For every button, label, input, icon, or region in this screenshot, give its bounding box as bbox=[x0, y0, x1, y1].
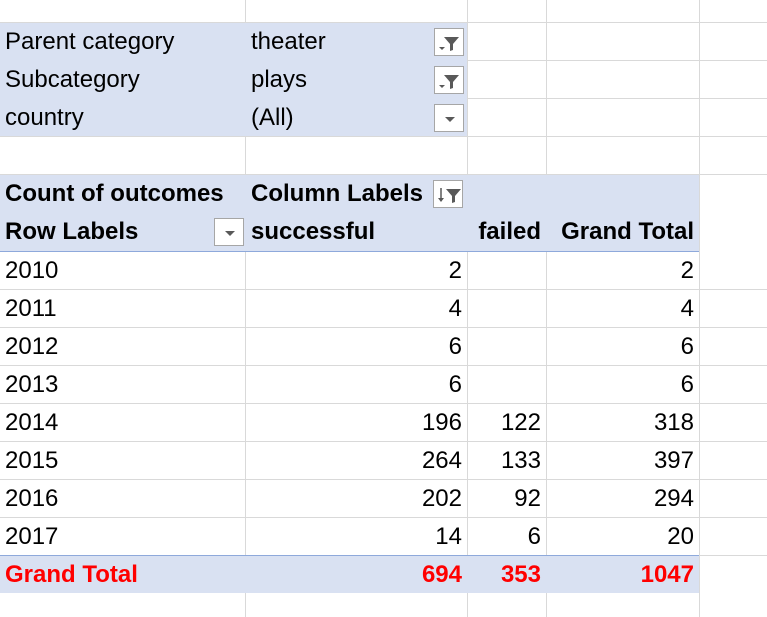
cell-failed bbox=[468, 328, 546, 366]
cell-failed: 122 bbox=[500, 409, 541, 436]
filter-field-value: theater bbox=[251, 28, 326, 55]
cell-failed: 133 bbox=[500, 447, 541, 474]
row-label: 2011 bbox=[5, 295, 57, 322]
gridline bbox=[0, 136, 767, 137]
cell-successful: 264 bbox=[421, 447, 462, 474]
grand-total-top-border bbox=[0, 555, 699, 556]
filter-field-label: country bbox=[5, 104, 84, 131]
filter-dropdown-button[interactable] bbox=[434, 66, 464, 94]
pivot-header-band bbox=[0, 175, 699, 251]
gridline bbox=[0, 22, 767, 23]
column-header-grand-total: Grand Total bbox=[561, 218, 694, 245]
filter-field-value: (All) bbox=[251, 104, 294, 131]
pivot-column-labels: Column Labels bbox=[251, 180, 424, 207]
gridline bbox=[0, 479, 767, 480]
grand-total-label: Grand Total bbox=[5, 561, 138, 588]
chevron-down-icon bbox=[445, 117, 455, 122]
cell-grand-total: 6 bbox=[680, 371, 694, 398]
row-label: 2013 bbox=[5, 371, 59, 398]
gridline bbox=[546, 0, 547, 617]
grand-total-successful: 694 bbox=[421, 561, 462, 588]
cell-successful: 2 bbox=[448, 257, 462, 284]
cell-failed bbox=[468, 252, 546, 290]
row-label: 2010 bbox=[5, 257, 59, 284]
cell-successful: 6 bbox=[448, 371, 462, 398]
row-label: 2016 bbox=[5, 485, 59, 512]
grand-total-band bbox=[0, 555, 699, 593]
gridline bbox=[0, 365, 767, 366]
gridline bbox=[699, 0, 700, 617]
pivot-row-labels: Row Labels bbox=[5, 218, 139, 245]
gridline bbox=[0, 174, 767, 175]
filter-applied-icon bbox=[439, 37, 459, 51]
column-header-successful: successful bbox=[251, 218, 376, 245]
header-bottom-border bbox=[0, 251, 699, 252]
sort-filter-icon bbox=[438, 188, 461, 203]
filter-dropdown-button[interactable] bbox=[434, 104, 464, 132]
pivot-data-field: Count of outcomes bbox=[5, 180, 224, 207]
cell-grand-total: 6 bbox=[680, 333, 694, 360]
filter-applied-icon bbox=[439, 75, 459, 89]
cell-successful: 196 bbox=[421, 409, 462, 436]
gridline bbox=[0, 289, 767, 290]
gridline bbox=[0, 327, 767, 328]
filter-field-value: plays bbox=[251, 66, 308, 93]
chevron-down-icon bbox=[225, 231, 235, 236]
gridline bbox=[0, 441, 767, 442]
column-labels-filter-button[interactable] bbox=[433, 180, 463, 208]
grand-total-failed: 353 bbox=[500, 561, 541, 588]
cell-grand-total: 294 bbox=[653, 485, 694, 512]
row-label: 2012 bbox=[5, 333, 59, 360]
gridline bbox=[0, 403, 767, 404]
cell-failed bbox=[468, 290, 546, 328]
filter-area-band bbox=[0, 23, 467, 136]
grand-total-total: 1047 bbox=[640, 561, 694, 588]
cell-grand-total: 2 bbox=[680, 257, 694, 284]
cell-successful: 4 bbox=[448, 295, 462, 322]
cell-grand-total: 318 bbox=[653, 409, 694, 436]
cell-failed: 92 bbox=[514, 485, 541, 512]
filter-field-label: Parent category bbox=[5, 28, 175, 55]
row-label: 2015 bbox=[5, 447, 59, 474]
cell-successful: 14 bbox=[435, 523, 462, 550]
gridline bbox=[0, 517, 767, 518]
filter-dropdown-button[interactable] bbox=[434, 28, 464, 56]
cell-failed bbox=[468, 366, 546, 404]
gridline bbox=[467, 0, 468, 617]
cell-successful: 202 bbox=[421, 485, 462, 512]
row-labels-filter-button[interactable] bbox=[214, 218, 244, 246]
cell-successful: 6 bbox=[448, 333, 462, 360]
cell-grand-total: 4 bbox=[680, 295, 694, 322]
row-label: 2017 bbox=[5, 523, 59, 550]
gridline bbox=[245, 0, 246, 617]
column-header-failed: failed bbox=[478, 218, 541, 245]
row-label: 2014 bbox=[5, 409, 59, 436]
cell-grand-total: 20 bbox=[667, 523, 694, 550]
filter-field-label: Subcategory bbox=[5, 66, 140, 93]
cell-failed: 6 bbox=[527, 523, 541, 550]
cell-grand-total: 397 bbox=[653, 447, 694, 474]
